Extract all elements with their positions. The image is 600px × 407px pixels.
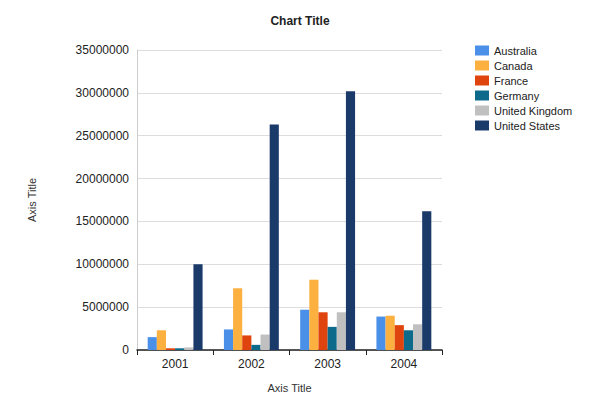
svg-text:Australia: Australia — [494, 45, 538, 57]
svg-text:20000000: 20000000 — [76, 172, 130, 186]
svg-text:10000000: 10000000 — [76, 257, 130, 271]
svg-text:2003: 2003 — [314, 357, 341, 371]
svg-text:30000000: 30000000 — [76, 86, 130, 100]
svg-text:France: France — [494, 75, 528, 87]
svg-text:Axis Title: Axis Title — [26, 178, 38, 222]
svg-text:2002: 2002 — [238, 357, 265, 371]
svg-text:United Kingdom: United Kingdom — [494, 105, 572, 117]
svg-text:United States: United States — [494, 120, 561, 132]
svg-text:2001: 2001 — [162, 357, 189, 371]
svg-text:2004: 2004 — [391, 357, 418, 371]
svg-text:Chart Title: Chart Title — [270, 14, 329, 28]
svg-text:Germany: Germany — [494, 90, 540, 102]
svg-text:Axis Title: Axis Title — [267, 382, 311, 394]
svg-text:25000000: 25000000 — [76, 129, 130, 143]
svg-text:15000000: 15000000 — [76, 214, 130, 228]
svg-text:35000000: 35000000 — [76, 43, 130, 57]
svg-text:0: 0 — [122, 343, 129, 357]
svg-text:5000000: 5000000 — [82, 300, 129, 314]
svg-text:Canada: Canada — [494, 60, 533, 72]
